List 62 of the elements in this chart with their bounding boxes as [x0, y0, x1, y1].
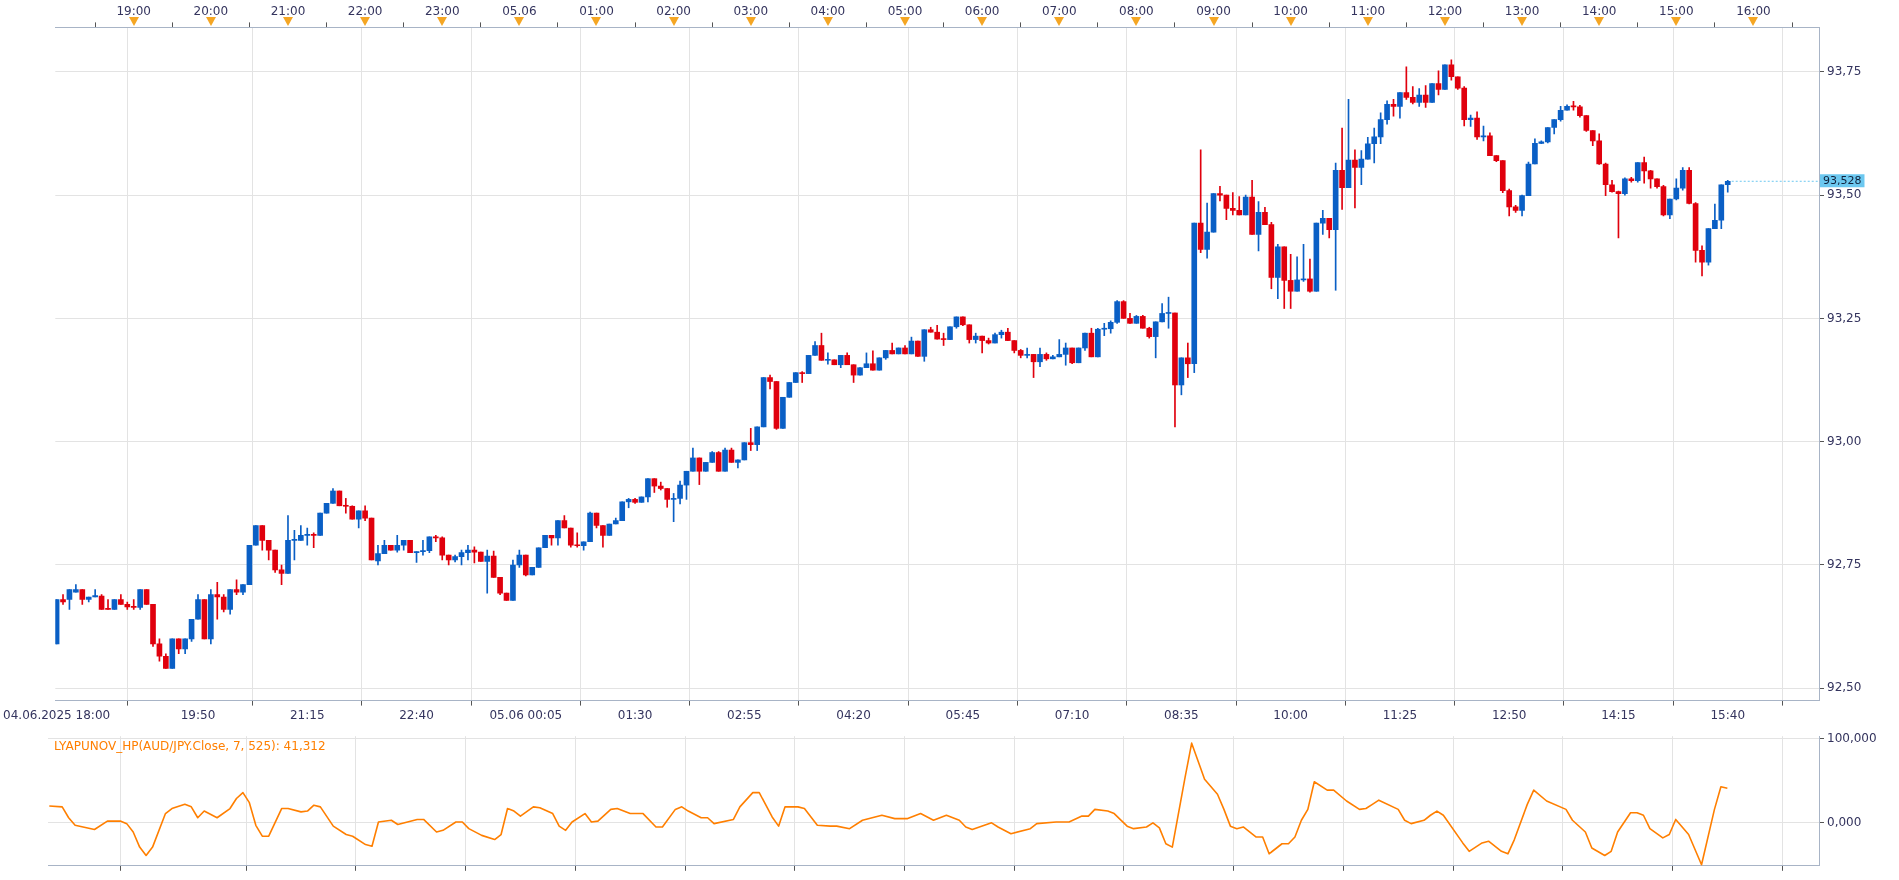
candlestick	[1339, 127, 1345, 210]
x2-tick-label: 09:00	[1196, 4, 1231, 19]
x2-tick-label: 23:00	[424, 4, 460, 19]
x-tick-label: 08:35	[1164, 707, 1199, 722]
text: LYAPUNOV_HP(AUD/JPY.Close, 7, 525): 41,312	[54, 739, 326, 754]
x2-tick-label: 12:00	[1427, 4, 1463, 19]
x2-tick-label: 05.06	[502, 4, 537, 19]
x2-tick-label: 14:00	[1581, 4, 1617, 19]
candlestick	[1217, 185, 1223, 202]
x2-tick-label: 15:00	[1659, 4, 1694, 19]
y-tick-label: 92,50	[1827, 680, 1862, 695]
x-tick-label: 10:00	[1273, 707, 1308, 722]
candlestick	[1197, 149, 1204, 254]
candlestick	[214, 581, 221, 620]
x-tick-label: 07:10	[1054, 707, 1090, 722]
x2-tick-label: 20:00	[193, 4, 229, 19]
x-tick-label: 02:55	[727, 707, 762, 722]
x2-tick-label: 08:00	[1119, 4, 1154, 19]
y-tick-label: 0,000	[1827, 814, 1862, 829]
x-tick-label: 11:25	[1382, 707, 1418, 722]
x2-tick-label: 01:00	[579, 4, 614, 19]
x2-tick-label: 03:00	[733, 4, 769, 19]
x2-tick-label: 05:00	[887, 4, 923, 19]
x2-tick-label: 22:00	[347, 4, 383, 19]
annotation: 93,528	[1823, 174, 1862, 188]
x-tick-label: 04.06.2025 18:00	[3, 707, 111, 722]
x-tick-label: 01:30	[617, 707, 653, 722]
y-tick-label: 93,50	[1827, 187, 1862, 202]
candlestick	[484, 549, 491, 594]
x2-tick-label: 07:00	[1041, 4, 1077, 19]
x2-tick-label: 16:00	[1736, 4, 1771, 19]
candlestick	[60, 594, 66, 605]
candlestick	[1024, 347, 1030, 359]
x-tick-label: 19:50	[180, 707, 216, 722]
x-tick-label: 21:15	[289, 707, 325, 722]
x-tick-label: 12:50	[1491, 707, 1527, 722]
x2-tick-label: 06:00	[964, 4, 1000, 19]
candlestick	[310, 532, 317, 549]
y-tick-label: 93,00	[1827, 433, 1862, 448]
x2-tick-label: 21:00	[270, 4, 306, 19]
x2-tick-label: 04:00	[810, 4, 846, 19]
y-tick-label: 93,25	[1827, 310, 1862, 325]
x2-tick-label: 19:00	[116, 4, 152, 19]
x-tick-label: 15:40	[1710, 707, 1746, 722]
x-tick-label: 14:15	[1601, 707, 1636, 722]
x-tick-label: 04:20	[836, 707, 871, 722]
x-tick-label: 05.06 00:05	[489, 707, 563, 722]
candlestick	[1184, 342, 1191, 378]
candlestick	[1352, 149, 1358, 209]
x2-tick-label: 13:00	[1504, 4, 1540, 19]
y-tick-label: 93,75	[1827, 63, 1862, 78]
y-tick-label: 100,000	[1827, 731, 1877, 746]
x-tick-label: 22:40	[399, 707, 434, 722]
x2-tick-label: 10:00	[1273, 4, 1308, 19]
candlestick	[92, 589, 98, 598]
x2-tick-label: 11:00	[1350, 4, 1386, 19]
y-tick-label: 92,75	[1827, 557, 1862, 572]
candlestick	[799, 371, 806, 383]
x-tick-label: 05:45	[945, 707, 981, 722]
candlestick	[747, 428, 754, 451]
candlestick	[825, 352, 831, 365]
x2-tick-label: 02:00	[656, 4, 691, 19]
